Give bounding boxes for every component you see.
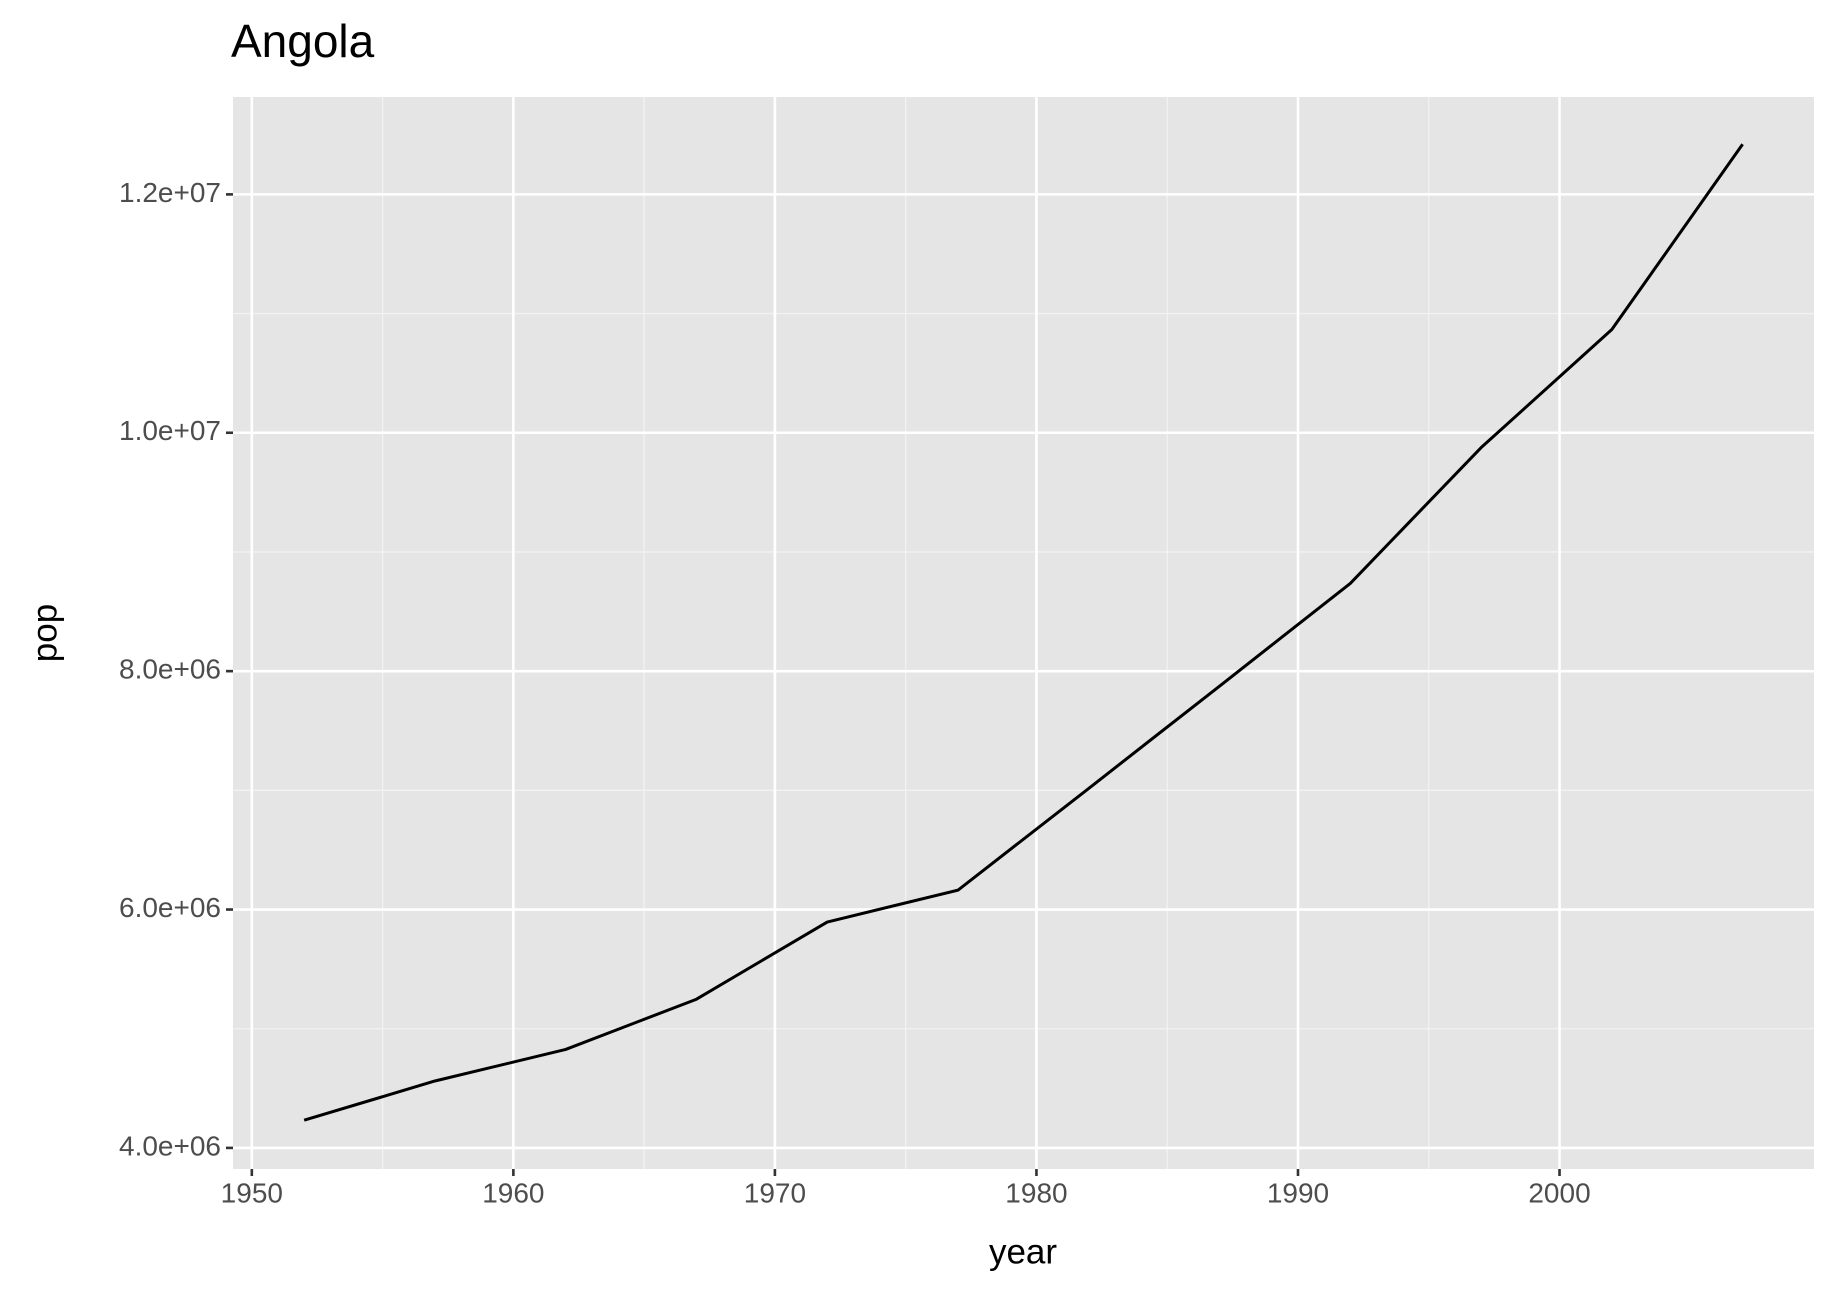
y-tick-label: 4.0e+06 xyxy=(119,1130,221,1161)
data-line xyxy=(303,143,1744,1122)
chart-title: Angola xyxy=(231,15,375,67)
y-tick-label: 8.0e+06 xyxy=(119,654,221,685)
plot-panel xyxy=(233,97,1814,1169)
x-tick-label: 1980 xyxy=(1005,1177,1067,1208)
x-tick-label: 1950 xyxy=(221,1177,283,1208)
x-tick-label: 1990 xyxy=(1267,1177,1329,1208)
x-tick-label: 1970 xyxy=(744,1177,806,1208)
x-tick-label: 2000 xyxy=(1528,1177,1590,1208)
y-tick-label: 6.0e+06 xyxy=(119,892,221,923)
y-axis-title: pop xyxy=(25,604,64,662)
x-axis-title: year xyxy=(989,1232,1057,1271)
y-tick-label: 1.0e+07 xyxy=(119,415,221,446)
x-tick-label: 1960 xyxy=(482,1177,544,1208)
y-tick-label: 1.2e+07 xyxy=(119,177,221,208)
